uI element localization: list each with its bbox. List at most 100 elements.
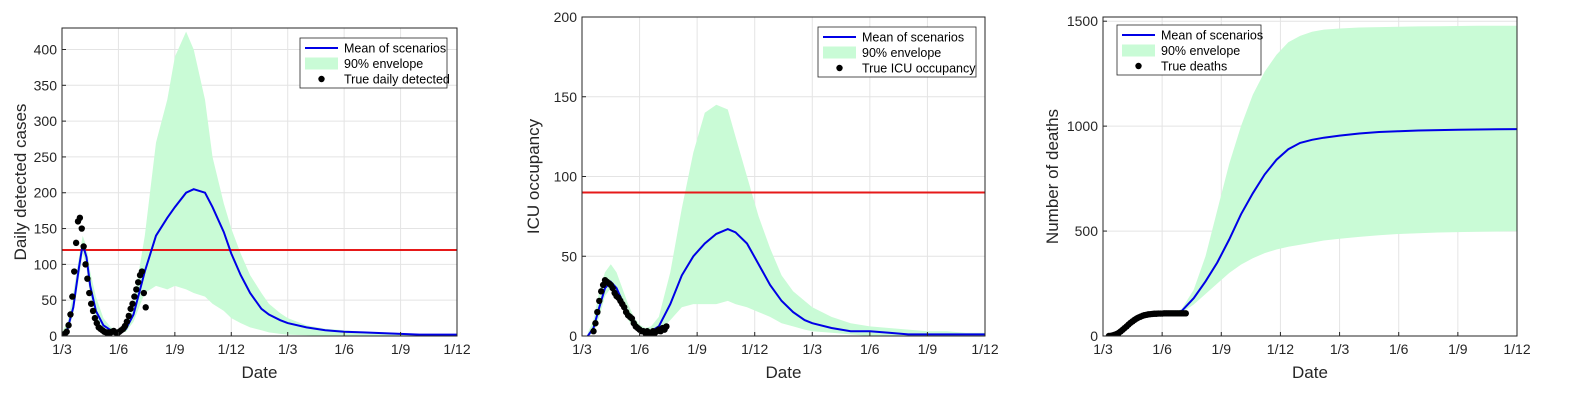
legend-label-true: True daily detected [344, 73, 450, 87]
true-data-point [72, 239, 80, 247]
legend-swatch-true [318, 75, 325, 83]
x-axis-label: Date [766, 363, 802, 382]
y-tick-label: 200 [554, 9, 578, 25]
x-tick-label: 1/3 [1093, 341, 1113, 357]
y-tick-label: 100 [34, 256, 58, 272]
true-data-point [129, 300, 136, 307]
legend-label-envelope: 90% envelope [1161, 44, 1240, 58]
legend-label-envelope: 90% envelope [344, 57, 423, 71]
plot-content [582, 104, 985, 336]
legend-label-envelope: 90% envelope [862, 46, 941, 60]
true-data-point [133, 286, 140, 293]
true-data-point [63, 328, 70, 335]
true-data-point [596, 297, 603, 305]
y-tick-label: 0 [569, 328, 577, 344]
y-tick-label: 50 [561, 248, 577, 264]
true-data-point [67, 311, 74, 318]
legend-swatch-true [1135, 62, 1142, 70]
true-data-point [89, 307, 97, 315]
true-data-point [87, 300, 95, 307]
x-tick-label: 1/3 [1330, 341, 1350, 357]
true-data-point [590, 328, 597, 335]
true-data-point [628, 315, 636, 322]
true-data-point [82, 261, 89, 268]
true-data-point [609, 284, 616, 292]
y-tick-label: 300 [34, 113, 58, 129]
true-data-point [140, 289, 148, 297]
x-tick-label: 1/9 [687, 341, 707, 357]
plot-content [1105, 25, 1517, 336]
legend-swatch-true [836, 64, 843, 72]
x-tick-label: 1/3 [572, 341, 592, 357]
true-data-point [71, 268, 78, 275]
true-data-point [78, 225, 85, 232]
x-tick-label: 1/9 [391, 341, 411, 357]
x-tick-label: 1/9 [1212, 341, 1232, 357]
x-tick-label: 1/12 [443, 341, 470, 357]
envelope-band [587, 104, 985, 336]
envelope-band [62, 31, 457, 336]
true-data-point [69, 293, 76, 300]
true-data-point [80, 243, 87, 250]
y-tick-label: 350 [34, 77, 58, 93]
x-tick-label: 1/12 [971, 341, 998, 357]
chart-panel-1: 1/3 1/6 1/9 1/12 1/3 1/6 1/9 1/12 0 50 100 150 200 25… [11, 27, 471, 382]
x-tick-label: 1/9 [1448, 341, 1468, 357]
true-data-point [91, 314, 99, 322]
true-data-point [597, 288, 605, 295]
x-tick-label: 1/6 [630, 341, 650, 357]
legend-swatch-envelope [305, 57, 338, 70]
x-tick-label: 1/12 [218, 341, 245, 357]
x-tick-label: 1/12 [1503, 341, 1530, 357]
legend-label-true: True ICU occupancy [862, 62, 976, 76]
true-data-point [131, 293, 138, 300]
y-tick-label: 150 [34, 221, 58, 237]
x-tick-label: 1/9 [165, 341, 185, 357]
x-tick-label: 1/3 [278, 341, 298, 357]
true-data-point [142, 304, 149, 311]
true-data-point [123, 318, 131, 325]
x-tick-label: 1/3 [52, 341, 72, 357]
y-tick-label: 100 [554, 169, 578, 185]
y-tick-label: 400 [34, 41, 58, 57]
true-data-point [125, 312, 132, 320]
legend-label-true: True deaths [1161, 60, 1227, 74]
x-axis-label: Date [242, 363, 278, 382]
true-data-point [76, 214, 84, 222]
y-axis-label: ICU occupancy [524, 118, 543, 234]
x-tick-label: 1/6 [860, 341, 880, 357]
true-data-point [138, 268, 146, 275]
y-axis-label: Daily detected cases [11, 104, 30, 261]
y-tick-label: 0 [1090, 328, 1098, 344]
chart-panel-2: 1/3 1/6 1/9 1/12 1/3 1/6 1/9 1/12 0 50 100 150 200 Da… [524, 9, 999, 382]
true-data-point [594, 308, 601, 316]
legend-label-mean: Mean of scenarios [862, 31, 964, 45]
true-data-point [134, 279, 142, 286]
true-data-point [1182, 310, 1190, 317]
y-tick-label: 1500 [1067, 13, 1098, 29]
y-tick-label: 500 [1075, 223, 1099, 239]
axes-box [1102, 16, 1518, 337]
true-data-point [663, 323, 670, 330]
x-tick-label: 1/12 [1267, 341, 1294, 357]
y-tick-label: 250 [34, 149, 58, 165]
true-data-point [84, 275, 91, 282]
y-tick-label: 50 [41, 292, 57, 308]
x-axis-label: Date [1292, 363, 1328, 382]
mean-line [62, 188, 457, 336]
y-tick-label: 200 [34, 185, 58, 201]
y-axis-label: Number of deaths [1043, 109, 1062, 244]
true-data-point [621, 304, 628, 311]
true-data-point [592, 320, 599, 327]
legend-swatch-envelope [823, 46, 856, 59]
x-tick-label: 1/6 [109, 341, 129, 357]
y-tick-label: 150 [554, 89, 578, 105]
envelope-band [1108, 25, 1517, 336]
true-data-point [65, 322, 72, 329]
x-tick-label: 1/6 [1389, 341, 1409, 357]
legend-swatch-envelope [1122, 44, 1155, 57]
true-data-point [86, 289, 93, 297]
